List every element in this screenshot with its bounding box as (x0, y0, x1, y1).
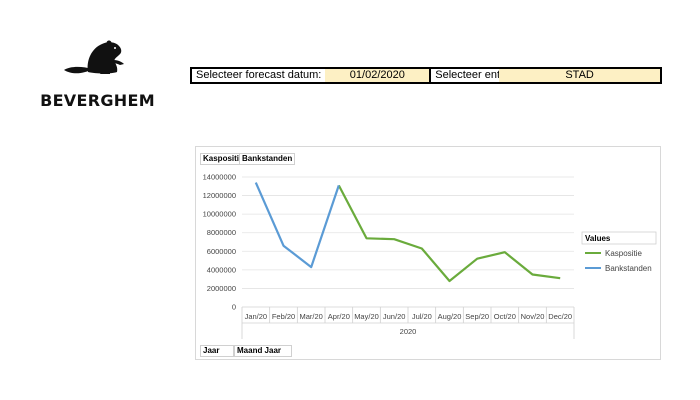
x-tick-label: Sep/20 (465, 312, 489, 321)
x-tick-label: Dec/20 (548, 312, 572, 321)
chart-frame: Kaspositie Bankstanden Jaar Maand Jaar 0… (195, 146, 661, 360)
x-group-label: 2020 (400, 327, 417, 336)
x-tick-label: Jun/20 (383, 312, 406, 321)
selector-divider (429, 69, 432, 82)
legend-label-bankstanden: Bankstanden (605, 264, 652, 273)
y-axis-ticks: 0 2000000 4000000 6000000 8000000 10000000 120… (203, 173, 236, 312)
legend-title-box (581, 231, 657, 245)
line-chart: 0 2000000 4000000 6000000 8000000 10000000 120… (203, 173, 657, 339)
entity-input[interactable]: STAD (499, 69, 660, 82)
y-tick-label: 8000000 (207, 228, 236, 237)
legend: Values Kaspositie Bankstanden (581, 231, 657, 273)
logo: BEVERGHEM (40, 36, 155, 112)
y-tick-label: 12000000 (203, 191, 236, 200)
filter-maand-jaar-button[interactable]: Maand Jaar (234, 345, 292, 357)
x-tick-label: Apr/20 (328, 312, 350, 321)
x-tick-label: Mar/20 (299, 312, 322, 321)
beaver-icon (64, 40, 124, 74)
grid-lines (242, 176, 574, 289)
y-tick-label: 14000000 (203, 173, 236, 182)
filter-bankstanden-button[interactable]: Bankstanden (239, 153, 296, 165)
series-line-bankstanden (254, 182, 340, 269)
y-tick-label: 0 (232, 303, 236, 312)
x-tick-label: Jul/20 (412, 312, 432, 321)
filter-jaar-button[interactable]: Jaar (200, 345, 234, 357)
x-tick-label: Aug/20 (438, 312, 462, 321)
series-lines (254, 182, 561, 283)
entity-label: Selecteer entiteit: (431, 69, 520, 82)
x-tick-label: May/20 (354, 312, 379, 321)
forecast-date-input[interactable]: 01/02/2020 (325, 69, 430, 82)
x-tick-label: Oct/20 (494, 312, 516, 321)
selector-bar: Selecteer forecast datum: 01/02/2020 Sel… (190, 67, 662, 84)
x-tick-label: Nov/20 (521, 312, 545, 321)
y-tick-label: 2000000 (207, 284, 236, 293)
x-tick-label: Feb/20 (272, 312, 295, 321)
series-line-kaspositie (337, 184, 561, 283)
legend-title: Values (585, 234, 611, 243)
y-tick-label: 4000000 (207, 265, 236, 274)
x-axis-ticks: Jan/20 Feb/20 Mar/20 Apr/20 May/20 Jun/20 Jul/… (241, 306, 575, 339)
y-tick-label: 6000000 (207, 247, 236, 256)
y-tick-label: 10000000 (203, 210, 236, 219)
legend-label-kaspositie: Kaspositie (605, 249, 642, 258)
forecast-date-label: Selecteer forecast datum: (192, 69, 326, 82)
x-tick-label: Jan/20 (245, 312, 268, 321)
brand-name: BEVERGHEM (40, 91, 155, 110)
